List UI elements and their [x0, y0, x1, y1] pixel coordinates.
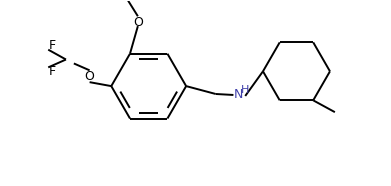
Text: O: O	[85, 70, 95, 83]
Text: F: F	[48, 39, 56, 52]
Text: N: N	[234, 89, 243, 102]
Text: H: H	[241, 85, 249, 95]
Text: F: F	[48, 65, 56, 78]
Text: O: O	[133, 16, 143, 29]
